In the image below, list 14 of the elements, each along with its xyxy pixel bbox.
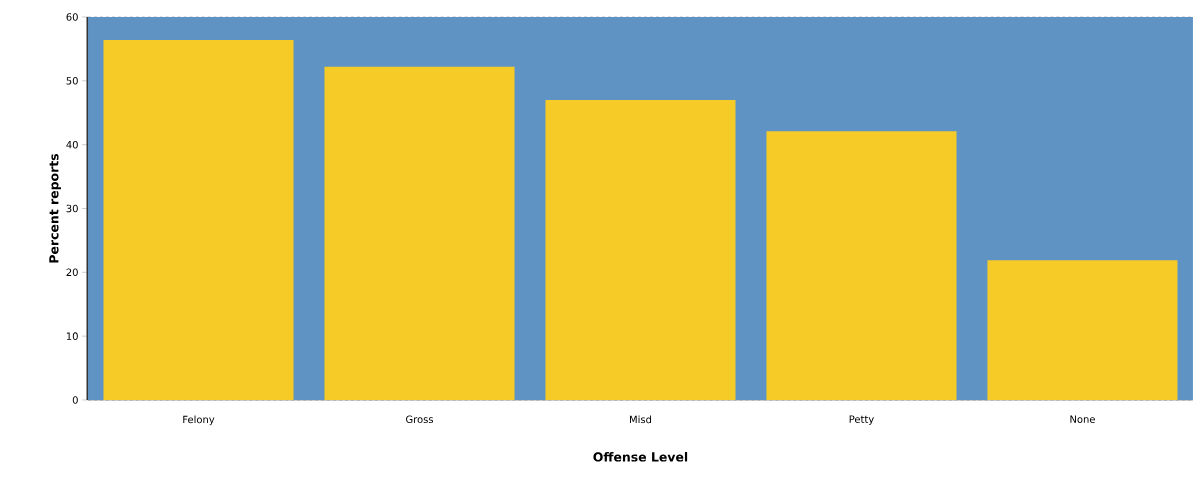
- y-tick-label: 60: [66, 13, 78, 21]
- y-tick-label: 20: [66, 268, 78, 277]
- x-axis-title: Offense Level: [593, 451, 688, 462]
- y-tick-label: 40: [66, 140, 78, 149]
- x-tick-label: None: [1070, 415, 1095, 423]
- y-axis-title: Percent reports: [49, 153, 61, 263]
- x-tick-label: Gross: [406, 415, 434, 424]
- x-tick-label: Misd: [630, 415, 652, 424]
- x-tick-label: Felony: [183, 415, 215, 426]
- y-tick-label: 10: [66, 332, 78, 340]
- y-tick-label: 50: [66, 77, 78, 85]
- y-tick-label: 30: [66, 204, 78, 213]
- y-tick-label: 0: [72, 396, 78, 404]
- x-tick-label: Petty: [849, 415, 874, 425]
